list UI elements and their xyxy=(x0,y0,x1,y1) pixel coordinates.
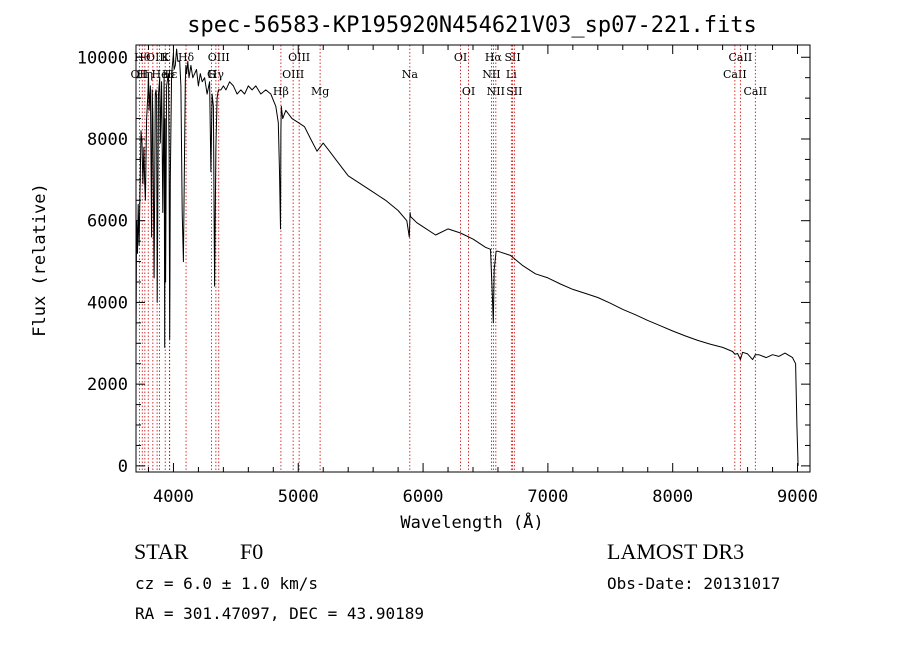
line-label: CaII xyxy=(729,51,753,64)
observation-date: Obs-Date: 20131017 xyxy=(607,574,781,593)
line-label: OI xyxy=(454,51,467,64)
spectrum-line xyxy=(135,48,799,466)
coordinates: RA = 301.47097, DEC = 43.90189 xyxy=(135,604,424,623)
line-label: OII xyxy=(131,68,149,81)
line-label: Hε xyxy=(162,68,178,81)
survey-name: LAMOST DR3 xyxy=(607,539,745,564)
redshift-value: cz = 6.0 ± 1.0 km/s xyxy=(135,574,319,593)
y-axis-label: Flux (relative) xyxy=(30,183,50,337)
line-label: G xyxy=(207,68,216,81)
line-label: Hδ xyxy=(178,51,195,64)
line-label: CaII xyxy=(723,68,747,81)
object-subclass: F0 xyxy=(240,539,264,564)
line-label: OIII xyxy=(288,51,310,64)
line-label: Hγ xyxy=(208,68,225,81)
line-label: NII xyxy=(487,85,505,98)
line-label: OIII xyxy=(282,68,304,81)
line-label: Li xyxy=(506,68,517,81)
y-tick-label: 4000 xyxy=(87,293,128,313)
x-tick-label: 6000 xyxy=(403,487,444,507)
line-label: SII xyxy=(504,51,520,64)
spectral-line-markers: OIIHθHηOIIIHeKHHεHδGHγOIIIHβOIIIOIIIMgNa… xyxy=(131,45,767,472)
chart-title: spec-56583-KP195920N454621V03_sp07-221.f… xyxy=(187,13,757,38)
line-label: Hη xyxy=(137,68,153,81)
y-tick-label: 6000 xyxy=(87,212,128,232)
line-label: Na xyxy=(402,68,419,81)
x-tick-label: 5000 xyxy=(278,487,319,507)
line-label: SII xyxy=(506,85,522,98)
y-tick-label: 10000 xyxy=(77,48,128,68)
line-label: NII xyxy=(482,68,500,81)
line-label: Mg xyxy=(311,85,329,98)
line-label: OIII xyxy=(208,51,230,64)
x-tick-label: 9000 xyxy=(777,487,818,507)
line-label: K xyxy=(161,51,170,64)
line-label: CaII xyxy=(743,85,767,98)
x-tick-label: 7000 xyxy=(527,487,568,507)
x-axis-label: Wavelength (Å) xyxy=(400,511,543,533)
y-tick-label: 8000 xyxy=(87,130,128,150)
line-label: OI xyxy=(462,85,475,98)
line-label: Hα xyxy=(485,51,503,64)
x-tick-label: 8000 xyxy=(652,487,693,507)
line-label: OIII xyxy=(146,51,168,64)
plot-frame xyxy=(135,44,811,473)
x-tick-label: 4000 xyxy=(153,487,194,507)
line-label: Hβ xyxy=(273,85,289,98)
y-tick-label: 0 xyxy=(118,457,128,477)
y-tick-label: 2000 xyxy=(87,375,128,395)
y-axis: 0 2000 4000 6000 8000 10000 xyxy=(77,48,810,477)
x-axis: 4000 5000 6000 7000 8000 9000 xyxy=(147,45,818,507)
object-class: STAR xyxy=(134,539,189,564)
